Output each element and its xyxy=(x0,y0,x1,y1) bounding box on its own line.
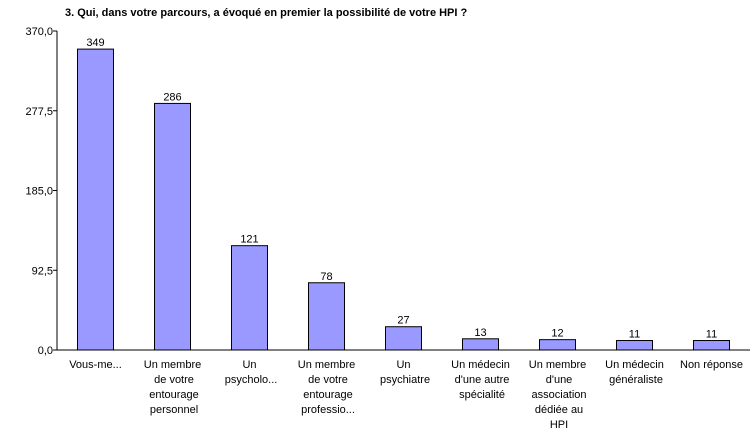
value-label: 286 xyxy=(163,91,181,103)
bar xyxy=(231,245,268,351)
bar xyxy=(154,102,191,351)
value-label: 27 xyxy=(397,315,409,327)
value-label: 13 xyxy=(474,327,486,339)
x-tick-label: Un membre d'une association dédiée au HP… xyxy=(528,359,586,431)
x-tick-label: Non réponse xyxy=(680,359,743,371)
y-tick-label: 277,5 xyxy=(25,106,53,118)
y-tick-label: 370,0 xyxy=(25,26,53,38)
chart-title: 3. Qui, dans votre parcours, a évoqué en… xyxy=(65,7,468,19)
y-tick-label: 185,0 xyxy=(25,186,53,198)
bar xyxy=(616,340,653,351)
bar xyxy=(462,338,499,351)
x-tick-label: Un médecin généraliste xyxy=(605,359,664,386)
bar xyxy=(77,48,114,351)
x-tick-label: Un psychiatre xyxy=(377,359,430,386)
value-label: 12 xyxy=(551,328,563,340)
value-label: 121 xyxy=(240,234,258,246)
bar xyxy=(539,339,576,351)
y-tick-label: 0,0 xyxy=(38,345,53,357)
value-label: 349 xyxy=(86,37,104,49)
value-label: 11 xyxy=(629,329,640,341)
x-tick-label: Vous-me... xyxy=(69,359,122,371)
y-tick-label: 92,5 xyxy=(32,265,53,277)
bar xyxy=(693,340,730,351)
x-tick-label: Un psycholo... xyxy=(222,359,278,386)
value-label: 78 xyxy=(320,271,332,283)
x-tick-label: Un médecin d'une autre spécialité xyxy=(451,359,510,401)
bar xyxy=(385,326,422,351)
x-tick-label: Un membre de votre entourage personnel xyxy=(144,359,201,416)
bar xyxy=(308,282,345,351)
value-label: 11 xyxy=(706,329,717,341)
x-tick-label: Un membre de votre entourage professio..… xyxy=(298,359,355,416)
